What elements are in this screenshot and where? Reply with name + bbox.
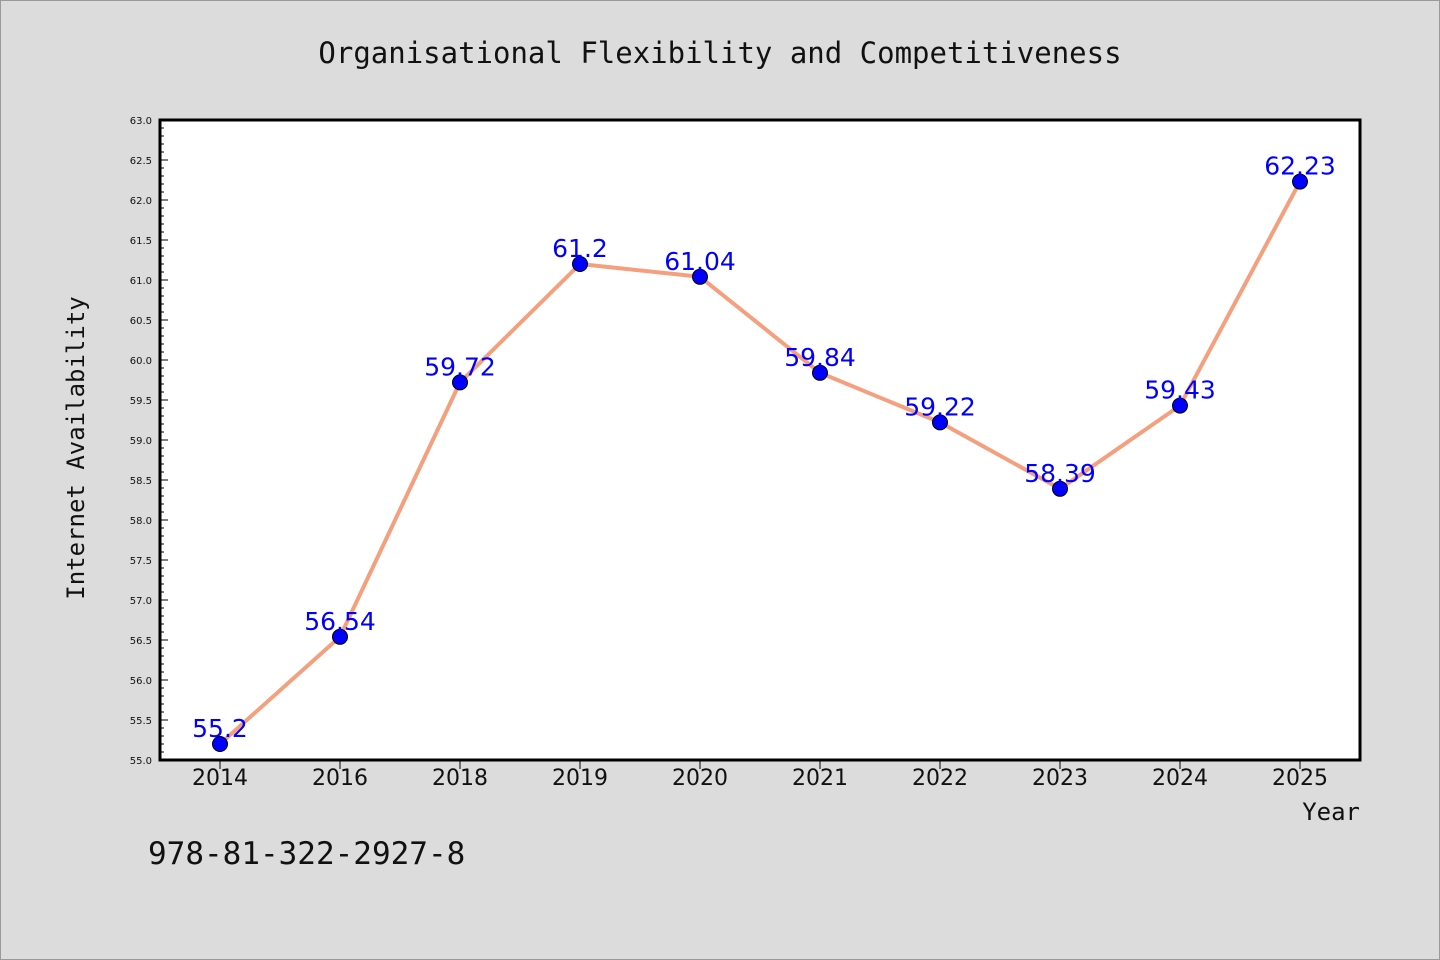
y-tick-label: 59.5 bbox=[130, 396, 152, 407]
y-tick-label: 61.5 bbox=[130, 236, 152, 247]
series-line-group bbox=[218, 180, 1302, 746]
plot-area bbox=[158, 118, 1362, 762]
x-tick-label: 2021 bbox=[792, 766, 848, 791]
series-markers bbox=[212, 173, 1308, 752]
x-tick-label: 2016 bbox=[312, 766, 368, 791]
data-label: 59.43 bbox=[1144, 376, 1216, 405]
data-label: 59.22 bbox=[904, 392, 976, 421]
data-point-marker bbox=[1052, 480, 1068, 497]
data-label: 62.23 bbox=[1264, 152, 1336, 181]
x-tick-label: 2023 bbox=[1032, 766, 1088, 791]
data-labels: 55.2 56.54 59.72 61.2 61.04 59.84 59.22 58.39 59… bbox=[192, 152, 1336, 743]
y-tick-label: 57.5 bbox=[130, 556, 152, 567]
data-point-marker bbox=[1172, 397, 1188, 414]
y-tick-label: 60.0 bbox=[130, 356, 152, 367]
y-tick-label: 60.5 bbox=[130, 316, 152, 327]
y-axis-title: Internet Availability bbox=[62, 296, 90, 599]
y-tick-label: 55.5 bbox=[130, 716, 152, 727]
y-tick-label: 56.0 bbox=[130, 676, 152, 687]
chart-title: Organisational Flexibility and Competiti… bbox=[318, 36, 1121, 70]
data-point-marker bbox=[212, 736, 228, 752]
data-point-marker bbox=[1292, 173, 1308, 190]
isbn-text: 978-81-322-2927-8 bbox=[148, 836, 465, 872]
data-label: 61.2 bbox=[552, 234, 608, 263]
data-point-marker bbox=[452, 374, 468, 391]
data-point-marker bbox=[812, 364, 828, 381]
data-point-marker bbox=[932, 414, 948, 431]
x-tick-label: 2018 bbox=[432, 766, 488, 791]
x-axis: 2014 2016 2018 2019 2020 2021 2022 2023 2024 2025 bbox=[192, 760, 1328, 791]
y-tick-label: 62.5 bbox=[130, 156, 152, 167]
x-tick-label: 2025 bbox=[1272, 766, 1328, 791]
series-line bbox=[218, 180, 1302, 746]
y-tick-label: 59.0 bbox=[130, 436, 152, 447]
data-point-marker bbox=[692, 268, 708, 285]
data-label: 55.2 bbox=[192, 714, 248, 743]
y-tick-label: 58.5 bbox=[130, 476, 152, 487]
y-axis: 55.0 55.5 56.0 56.5 57.0 57.5 58.0 58.5 59.0 59.5… bbox=[130, 116, 168, 767]
x-tick-label: 2014 bbox=[192, 766, 248, 791]
data-label: 58.39 bbox=[1024, 459, 1096, 488]
x-axis-title: Year bbox=[1302, 798, 1360, 826]
x-tick-label: 2020 bbox=[672, 766, 728, 791]
y-tick-label: 55.0 bbox=[130, 756, 152, 767]
y-tick-label: 63.0 bbox=[130, 116, 152, 127]
y-tick-label: 58.0 bbox=[130, 516, 152, 527]
data-point-marker bbox=[332, 628, 348, 645]
y-tick-label: 57.0 bbox=[130, 596, 152, 607]
y-tick-label: 56.5 bbox=[130, 636, 152, 647]
data-label: 59.72 bbox=[424, 352, 496, 381]
x-tick-label: 2022 bbox=[912, 766, 968, 791]
x-tick-label: 2024 bbox=[1152, 766, 1208, 791]
y-tick-label: 61.0 bbox=[130, 276, 152, 287]
data-label: 56.54 bbox=[304, 607, 376, 636]
data-label: 61.04 bbox=[664, 247, 736, 276]
data-label: 59.84 bbox=[784, 343, 856, 372]
data-point-marker bbox=[572, 256, 588, 272]
y-tick-label: 62.0 bbox=[130, 196, 152, 207]
x-tick-label: 2019 bbox=[552, 766, 608, 791]
